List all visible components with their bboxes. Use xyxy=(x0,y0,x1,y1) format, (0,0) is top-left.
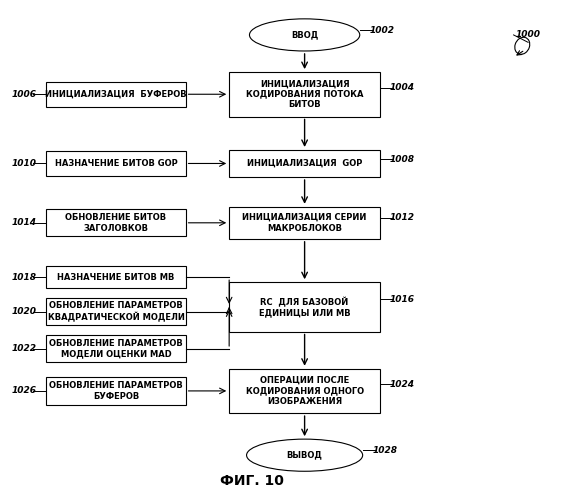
Text: 1004: 1004 xyxy=(390,83,415,92)
Ellipse shape xyxy=(515,38,530,54)
Text: 1002: 1002 xyxy=(369,26,394,35)
FancyBboxPatch shape xyxy=(229,282,380,332)
Text: ОБНОВЛЕНИЕ ПАРАМЕТРОВ
БУФЕРОВ: ОБНОВЛЕНИЕ ПАРАМЕТРОВ БУФЕРОВ xyxy=(49,381,183,400)
Text: НАЗНАЧЕНИЕ БИТОВ МВ: НАЗНАЧЕНИЕ БИТОВ МВ xyxy=(57,272,175,281)
FancyBboxPatch shape xyxy=(229,72,380,117)
FancyBboxPatch shape xyxy=(46,298,186,326)
FancyBboxPatch shape xyxy=(46,82,186,106)
Text: 1022: 1022 xyxy=(12,344,37,354)
Text: ИНИЦИАЛИЗАЦИЯ
КОДИРОВАНИЯ ПОТОКА
БИТОВ: ИНИЦИАЛИЗАЦИЯ КОДИРОВАНИЯ ПОТОКА БИТОВ xyxy=(246,80,363,109)
FancyBboxPatch shape xyxy=(46,336,186,362)
Text: 1000: 1000 xyxy=(516,30,540,40)
Text: ОПЕРАЦИИ ПОСЛЕ
КОДИРОВАНИЯ ОДНОГО
ИЗОБРАЖЕНИЯ: ОПЕРАЦИИ ПОСЛЕ КОДИРОВАНИЯ ОДНОГО ИЗОБРА… xyxy=(246,376,364,406)
Text: 1010: 1010 xyxy=(12,159,37,168)
Text: ИНИЦИАЛИЗАЦИЯ  GOP: ИНИЦИАЛИЗАЦИЯ GOP xyxy=(247,159,362,168)
FancyBboxPatch shape xyxy=(46,209,186,236)
Text: 1014: 1014 xyxy=(12,218,37,228)
Text: ФИГ. 10: ФИГ. 10 xyxy=(220,474,284,488)
Text: 1012: 1012 xyxy=(390,214,415,222)
Ellipse shape xyxy=(250,19,360,51)
Text: 1016: 1016 xyxy=(390,295,415,304)
Text: ВЫВОД: ВЫВОД xyxy=(287,450,322,460)
FancyBboxPatch shape xyxy=(46,266,186,288)
Text: 1020: 1020 xyxy=(12,308,37,316)
FancyBboxPatch shape xyxy=(46,151,186,176)
Text: ОБНОВЛЕНИЕ ПАРАМЕТРОВ
КВАДРАТИЧЕСКОЙ МОДЕЛИ: ОБНОВЛЕНИЕ ПАРАМЕТРОВ КВАДРАТИЧЕСКОЙ МОД… xyxy=(47,302,185,322)
Text: 1018: 1018 xyxy=(12,272,37,281)
Text: ОБНОВЛЕНИЕ ПАРАМЕТРОВ
МОДЕЛИ ОЦЕНКИ MAD: ОБНОВЛЕНИЕ ПАРАМЕТРОВ МОДЕЛИ ОЦЕНКИ MAD xyxy=(49,339,183,358)
Text: ИНИЦИАЛИЗАЦИЯ  БУФЕРОВ: ИНИЦИАЛИЗАЦИЯ БУФЕРОВ xyxy=(45,90,187,99)
Text: 1006: 1006 xyxy=(12,90,37,99)
FancyBboxPatch shape xyxy=(229,206,380,239)
FancyBboxPatch shape xyxy=(229,368,380,413)
Text: 1008: 1008 xyxy=(390,155,415,164)
Text: 1028: 1028 xyxy=(372,446,397,455)
FancyBboxPatch shape xyxy=(229,150,380,177)
Text: ИНИЦИАЛИЗАЦИЯ СЕРИИ
МАКРОБЛОКОВ: ИНИЦИАЛИЗАЦИЯ СЕРИИ МАКРОБЛОКОВ xyxy=(243,213,367,233)
FancyBboxPatch shape xyxy=(46,378,186,404)
Text: ВВОД: ВВОД xyxy=(291,30,318,40)
Ellipse shape xyxy=(247,439,363,472)
Text: 1024: 1024 xyxy=(390,380,415,388)
Text: 1026: 1026 xyxy=(12,386,37,396)
Text: RC  ДЛЯ БАЗОВОЙ
ЕДИНИЦЫ ИЛИ МВ: RC ДЛЯ БАЗОВОЙ ЕДИНИЦЫ ИЛИ МВ xyxy=(259,296,350,317)
Text: НАЗНАЧЕНИЕ БИТОВ GOP: НАЗНАЧЕНИЕ БИТОВ GOP xyxy=(54,159,178,168)
Text: ОБНОВЛЕНИЕ БИТОВ
ЗАГОЛОВКОВ: ОБНОВЛЕНИЕ БИТОВ ЗАГОЛОВКОВ xyxy=(66,213,166,233)
